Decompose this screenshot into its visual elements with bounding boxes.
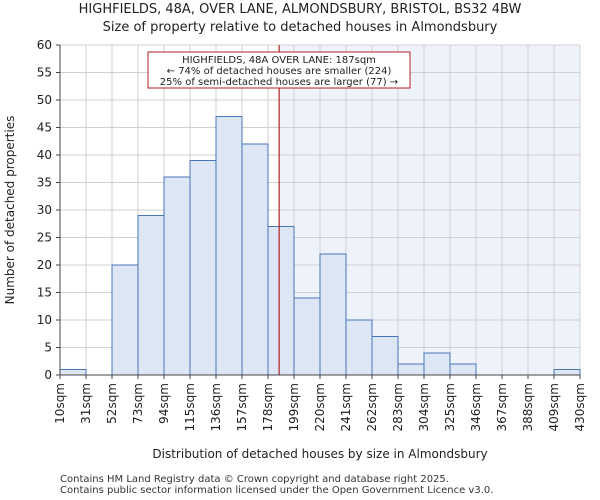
x-tick-label: 220sqm [313, 383, 327, 431]
y-tick-label: 25 [37, 231, 52, 245]
x-tick-label: 73sqm [131, 383, 145, 424]
histogram-bar [137, 215, 165, 376]
histogram-bar [345, 319, 373, 376]
histogram-bar [423, 352, 451, 376]
histogram-bar [241, 143, 269, 376]
x-tick-label: 241sqm [339, 383, 353, 431]
annotation-box [147, 51, 411, 89]
x-tick-label: 178sqm [261, 383, 275, 431]
y-tick-label: 35 [37, 176, 52, 190]
x-tick-label: 52sqm [105, 383, 119, 424]
x-tick-label: 367sqm [495, 383, 509, 431]
histogram-bar [189, 160, 217, 376]
x-tick-label: 31sqm [79, 383, 93, 424]
histogram-bar [293, 297, 321, 376]
annotation-larger: 25% of semi-detached houses are larger (… [160, 77, 398, 88]
x-tick-label: 325sqm [443, 383, 457, 431]
x-tick-label: 199sqm [287, 383, 301, 431]
y-tick-label: 5 [44, 341, 52, 355]
x-tick-label: 304sqm [417, 383, 431, 431]
x-tick-label: 136sqm [209, 383, 223, 431]
chart-subtitle: Size of property relative to detached ho… [102, 20, 498, 35]
x-axis-label: Distribution of detached houses by size … [152, 447, 487, 461]
x-tick-label: 10sqm [53, 383, 67, 424]
x-tick-label: 283sqm [391, 383, 405, 431]
y-axis-label: Number of detached properties [3, 116, 17, 305]
y-tick-label: 0 [44, 368, 52, 382]
y-tick-label: 45 [37, 121, 52, 135]
annotation-title: HIGHFIELDS, 48A OVER LANE: 187sqm [182, 55, 376, 66]
footer-licence: Contains public sector information licen… [60, 485, 494, 496]
histogram-bar [215, 116, 243, 376]
histogram-bar [371, 336, 399, 376]
y-tick-label: 60 [37, 38, 52, 52]
y-tick-label: 55 [37, 66, 52, 80]
x-tick-label: 346sqm [469, 383, 483, 431]
histogram-bar [553, 369, 581, 376]
x-tick-label: 157sqm [235, 383, 249, 431]
x-tick-label: 115sqm [183, 383, 197, 431]
chart-title: HIGHFIELDS, 48A, OVER LANE, ALMONDSBURY,… [78, 2, 522, 17]
x-tick-label: 409sqm [547, 383, 561, 431]
footer-copyright: Contains HM Land Registry data © Crown c… [60, 474, 449, 485]
histogram-bar [59, 369, 87, 376]
x-tick-label: 94sqm [157, 383, 171, 424]
histogram-bar [163, 176, 191, 376]
histogram-bar [111, 264, 139, 376]
histogram-bar [267, 226, 295, 376]
y-tick-label: 10 [37, 313, 52, 327]
x-tick-label: 388sqm [521, 383, 535, 431]
histogram-bar [449, 363, 477, 376]
y-tick-label: 40 [37, 148, 52, 162]
histogram-bar [319, 253, 347, 376]
y-tick-label: 50 [37, 93, 52, 107]
y-tick-label: 15 [37, 286, 52, 300]
x-tick-label: 430sqm [573, 383, 587, 431]
annotation-smaller: ← 74% of detached houses are smaller (22… [167, 66, 392, 77]
x-tick-label: 262sqm [365, 383, 379, 431]
histogram-bar [397, 363, 425, 376]
y-tick-label: 20 [37, 258, 52, 272]
y-tick-label: 30 [37, 203, 52, 217]
